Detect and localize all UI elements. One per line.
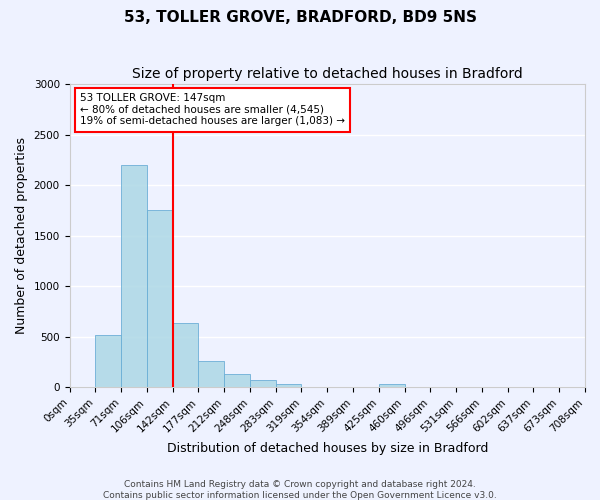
Y-axis label: Number of detached properties: Number of detached properties [15, 137, 28, 334]
Bar [147, 210, 173, 387]
Bar [121, 165, 147, 387]
Bar [95, 334, 121, 387]
Text: Contains HM Land Registry data © Crown copyright and database right 2024.
Contai: Contains HM Land Registry data © Crown c… [103, 480, 497, 500]
Title: Size of property relative to detached houses in Bradford: Size of property relative to detached ho… [132, 68, 523, 82]
Bar [199, 361, 224, 387]
Bar [276, 384, 301, 387]
Text: 53, TOLLER GROVE, BRADFORD, BD9 5NS: 53, TOLLER GROVE, BRADFORD, BD9 5NS [124, 10, 476, 25]
Bar [379, 384, 404, 387]
X-axis label: Distribution of detached houses by size in Bradford: Distribution of detached houses by size … [167, 442, 488, 455]
Text: 53 TOLLER GROVE: 147sqm
← 80% of detached houses are smaller (4,545)
19% of semi: 53 TOLLER GROVE: 147sqm ← 80% of detache… [80, 93, 345, 126]
Bar [250, 380, 276, 387]
Bar [173, 324, 199, 387]
Bar [224, 374, 250, 387]
